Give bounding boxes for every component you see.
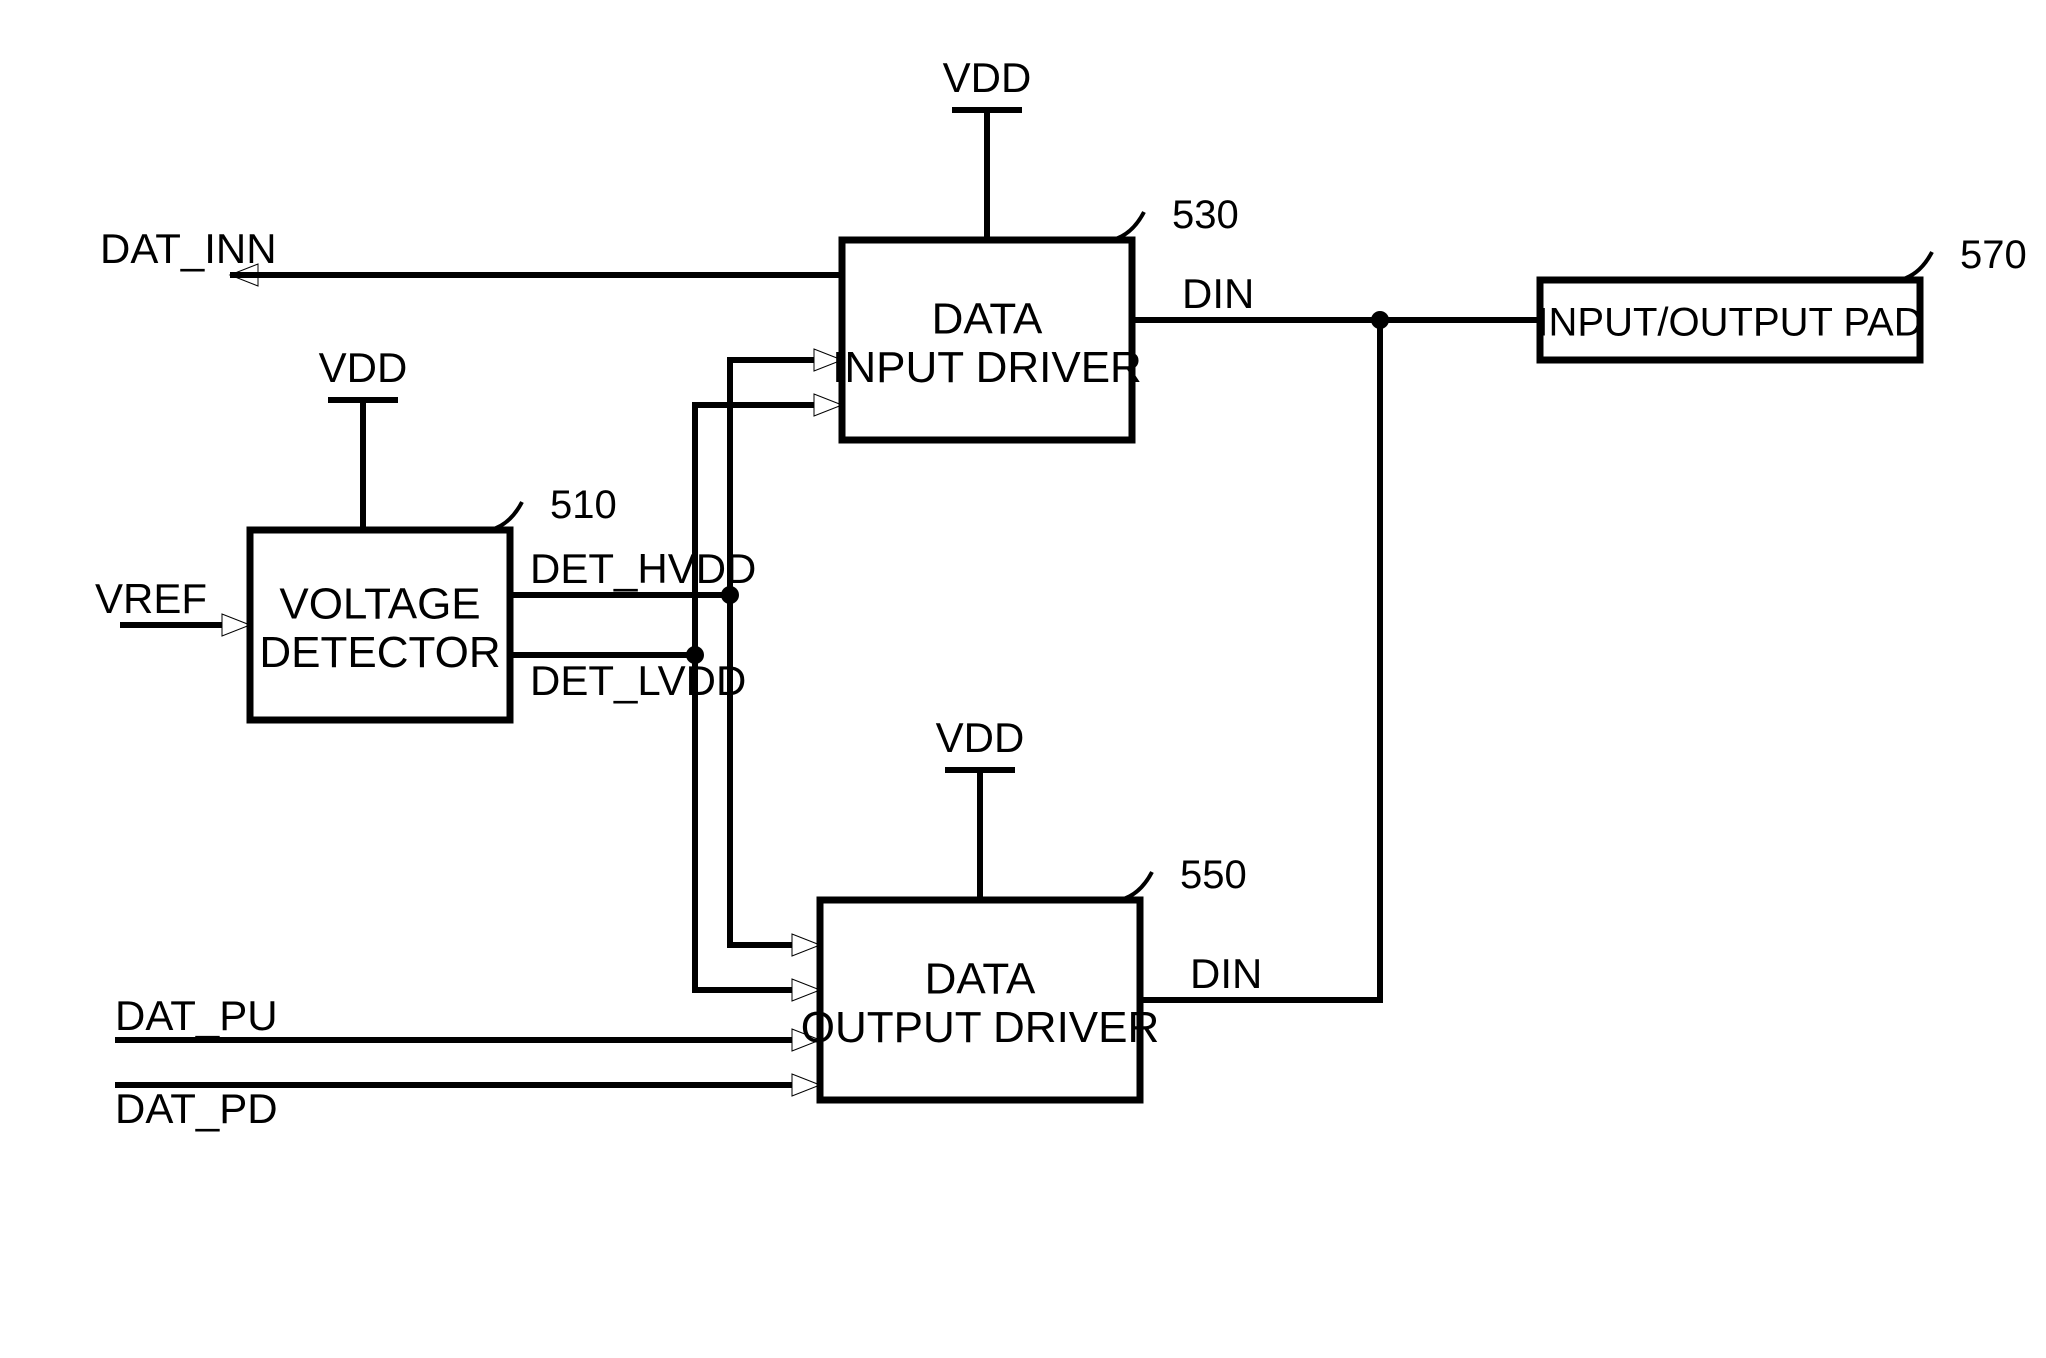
ref-leader-icon bbox=[1900, 252, 1932, 280]
data-output-driver-label-2: OUTPUT DRIVER bbox=[801, 1003, 1160, 1052]
io-pad-label: INPUT/OUTPUT PAD bbox=[1537, 300, 1922, 344]
voltage-detector-ref: 510 bbox=[550, 483, 617, 527]
dat-inn-wire: DAT_INN bbox=[100, 225, 842, 286]
block-diagram: VOLTAGE DETECTOR 510 DATA INPUT DRIVER 5… bbox=[0, 0, 2046, 1358]
vdd-rail-input: VDD bbox=[943, 54, 1032, 240]
data-input-driver-label-2: INPUT DRIVER bbox=[832, 343, 1142, 392]
det-lvdd-label: DET_LVDD bbox=[530, 657, 746, 704]
dat-inn-label: DAT_INN bbox=[100, 225, 277, 272]
ref-leader-icon bbox=[1120, 872, 1152, 900]
vref-wire: VREF bbox=[92, 575, 250, 636]
voltage-detector-label-1: VOLTAGE bbox=[279, 579, 480, 628]
data-input-driver-ref: 530 bbox=[1172, 193, 1239, 237]
voltage-detector-label-2: DETECTOR bbox=[259, 628, 500, 677]
din-label-bottom: DIN bbox=[1190, 950, 1262, 997]
data-output-driver-label-1: DATA bbox=[925, 954, 1036, 1003]
vdd-label: VDD bbox=[936, 714, 1025, 761]
data-output-driver-ref: 550 bbox=[1180, 853, 1247, 897]
junction-node-icon bbox=[1371, 311, 1389, 329]
dat-pd-wire: DAT_PD bbox=[115, 1074, 820, 1132]
vdd-rail-detector: VDD bbox=[319, 344, 408, 530]
dat-pd-label: DAT_PD bbox=[115, 1085, 278, 1132]
det-hvdd-label: DET_HVDD bbox=[530, 545, 756, 592]
dat-pu-label: DAT_PU bbox=[115, 992, 278, 1039]
ref-leader-icon bbox=[1112, 212, 1144, 240]
din-label-top: DIN bbox=[1182, 270, 1254, 317]
vdd-label: VDD bbox=[319, 344, 408, 391]
vref-label: VREF bbox=[95, 575, 207, 622]
vdd-label: VDD bbox=[943, 54, 1032, 101]
data-input-driver-label-1: DATA bbox=[932, 294, 1043, 343]
io-pad-ref: 570 bbox=[1960, 233, 2027, 277]
dat-pu-wire: DAT_PU bbox=[115, 992, 820, 1051]
ref-leader-icon bbox=[490, 502, 522, 530]
vdd-rail-output: VDD bbox=[936, 714, 1025, 900]
